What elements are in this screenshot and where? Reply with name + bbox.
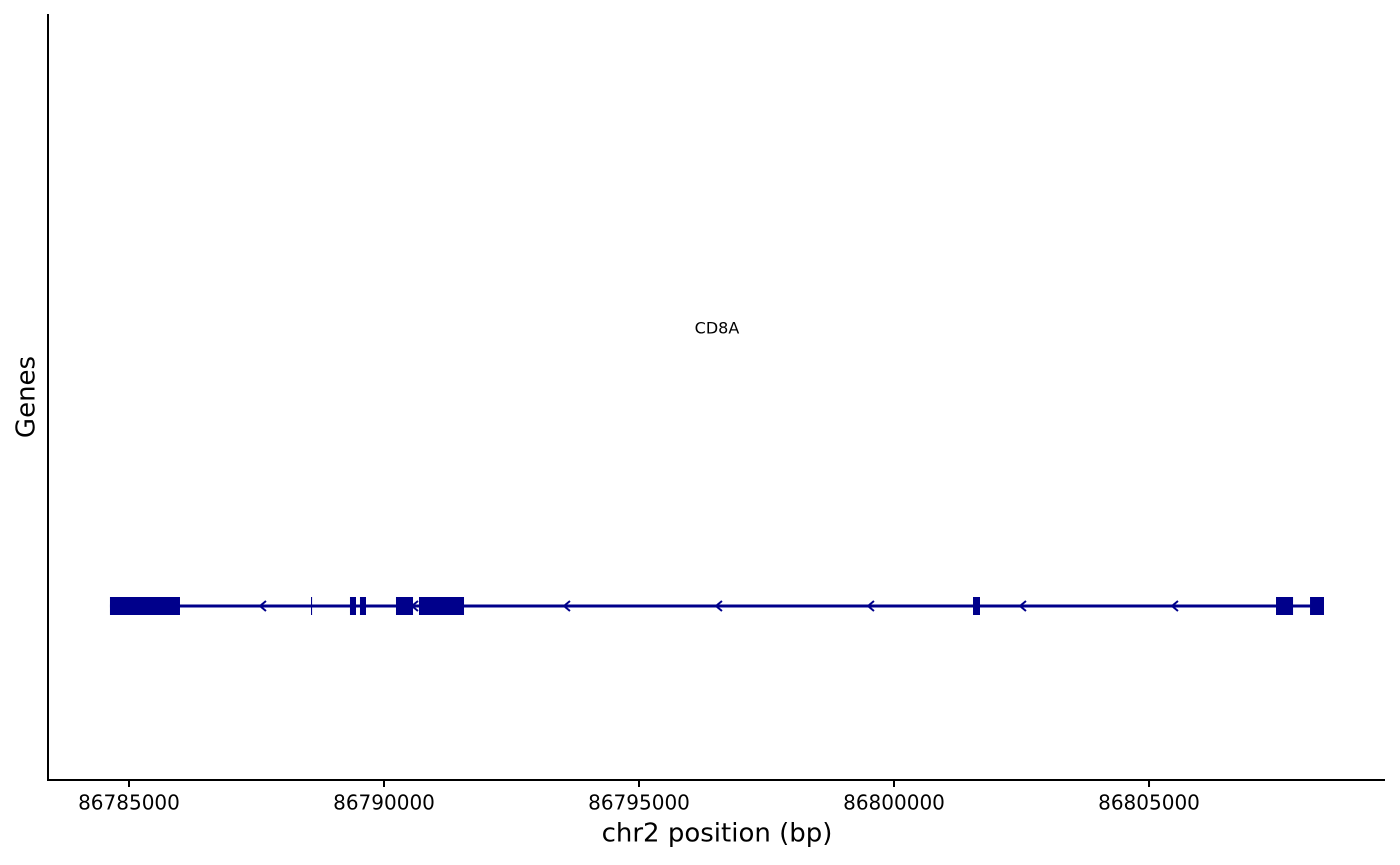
y-axis-label: Genes [12,356,42,438]
x-axis-label: chr2 position (bp) [602,819,833,849]
x-tick-label: 86800000 [843,791,945,815]
exon [349,597,356,615]
strand-arrow [258,600,267,612]
exon [973,597,980,615]
strand-arrow [562,600,571,612]
exon [418,597,465,615]
exon [311,597,313,615]
exon [395,597,414,615]
x-tick-label: 86805000 [1098,791,1200,815]
exon [359,597,366,615]
exon [109,597,180,615]
exon [1276,597,1294,615]
gene-label: CD8A [695,319,740,338]
strand-arrow [866,600,875,612]
strand-arrow [714,600,723,612]
x-tick-label: 86790000 [333,791,435,815]
exon [1310,597,1325,615]
x-tick-label: 86795000 [588,791,690,815]
strand-arrow [1018,600,1027,612]
x-tick-label: 86785000 [78,791,180,815]
strand-arrow [1170,600,1179,612]
